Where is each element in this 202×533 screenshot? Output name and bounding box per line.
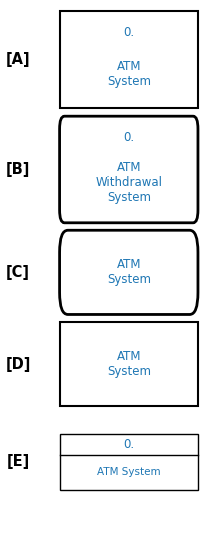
Text: ATM
Withdrawal
System: ATM Withdrawal System [95,161,162,204]
Text: ATM
System: ATM System [107,60,151,88]
Text: ATM
System: ATM System [107,350,151,378]
Text: [A]: [A] [6,52,31,67]
Text: ATM System: ATM System [97,467,161,478]
Bar [60,434,198,490]
Bar [60,11,198,108]
Text: ATM
System: ATM System [107,259,151,286]
FancyBboxPatch shape [60,230,198,314]
Text: [E]: [E] [6,454,30,470]
Text: [C]: [C] [6,265,30,280]
Text: [B]: [B] [6,162,30,177]
FancyBboxPatch shape [60,116,198,223]
Text: 0.: 0. [123,26,134,38]
Text: 0.: 0. [123,438,134,451]
Text: [D]: [D] [5,357,31,372]
Bar [60,322,198,406]
Text: 0.: 0. [123,131,134,144]
